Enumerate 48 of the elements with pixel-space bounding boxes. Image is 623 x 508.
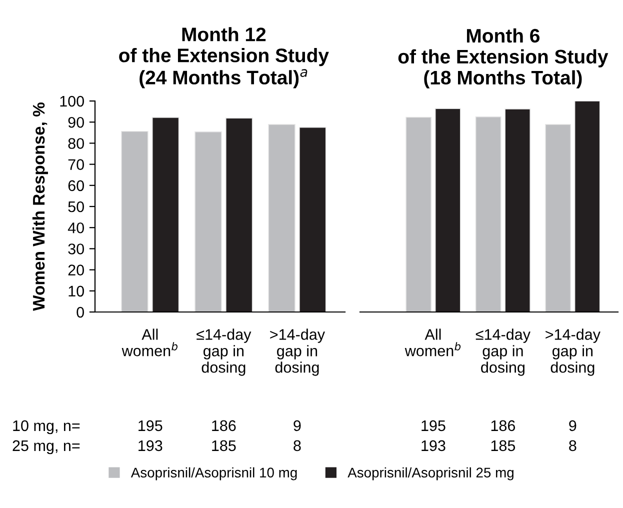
legend-label: Asoprisnil/Asoprisnil 25 mg xyxy=(348,467,514,480)
bar xyxy=(475,116,502,312)
y-tick-label: 40 xyxy=(68,222,84,234)
bar xyxy=(574,101,600,312)
chart-title: Month 12 of the Extension Study (24 Months Total)$^{a}$ xyxy=(119,27,329,88)
y-tick-label: 30 xyxy=(68,244,84,254)
text: 195 xyxy=(138,420,162,432)
text: 8 xyxy=(294,440,301,452)
y-tick-label: 90 xyxy=(68,116,84,128)
x-tick-label: ≤14-day gap in dosing xyxy=(476,328,530,376)
text: 9 xyxy=(569,420,576,432)
text: 8 xyxy=(569,440,576,452)
y-tick-label: 100 xyxy=(60,96,84,107)
x-tick-label: ≤14-day gap in dosing xyxy=(196,328,252,376)
bar xyxy=(121,130,148,312)
bar xyxy=(225,118,253,312)
y-tick-label: 20 xyxy=(68,264,84,276)
x-tick-label: All women$^{b}$ xyxy=(122,328,178,356)
legend-label: Asoprisnil/Asoprisnil 10 mg xyxy=(130,467,297,480)
text: 185 xyxy=(491,440,516,452)
y-tick-label: 0 xyxy=(76,306,84,318)
y-tick-label: 60 xyxy=(68,180,84,192)
y-tick-label: 50 xyxy=(68,201,84,212)
x-tick-label: All women$^{b}$ xyxy=(404,328,461,356)
text: 193 xyxy=(138,440,162,452)
y-tick-label: 80 xyxy=(68,138,84,149)
bar xyxy=(504,108,531,312)
text: 186 xyxy=(212,420,236,432)
text: 193 xyxy=(422,440,446,452)
bar xyxy=(194,131,222,312)
chart-title: Month 6 of the Extension Study (18 Months Total) xyxy=(398,28,608,88)
y-tick-label: 70 xyxy=(68,159,84,170)
y-tick-label: 10 xyxy=(68,286,84,297)
text: 9 xyxy=(294,420,301,432)
bar xyxy=(545,124,572,312)
x-tick-label: >14-day gap in dosing xyxy=(270,328,325,376)
bar xyxy=(152,117,180,312)
x-tick-label: >14-day gap in dosing xyxy=(546,328,600,376)
y-axis-title: Women With Response, % xyxy=(32,102,48,311)
text: 25 mg, n= xyxy=(12,440,80,454)
bar xyxy=(298,126,326,312)
bar xyxy=(268,124,296,312)
text: 185 xyxy=(212,440,236,452)
text: 195 xyxy=(422,420,446,432)
bar xyxy=(434,108,461,312)
text: 10 mg, n= xyxy=(13,420,80,434)
bar xyxy=(406,116,432,312)
text: 186 xyxy=(491,420,516,432)
